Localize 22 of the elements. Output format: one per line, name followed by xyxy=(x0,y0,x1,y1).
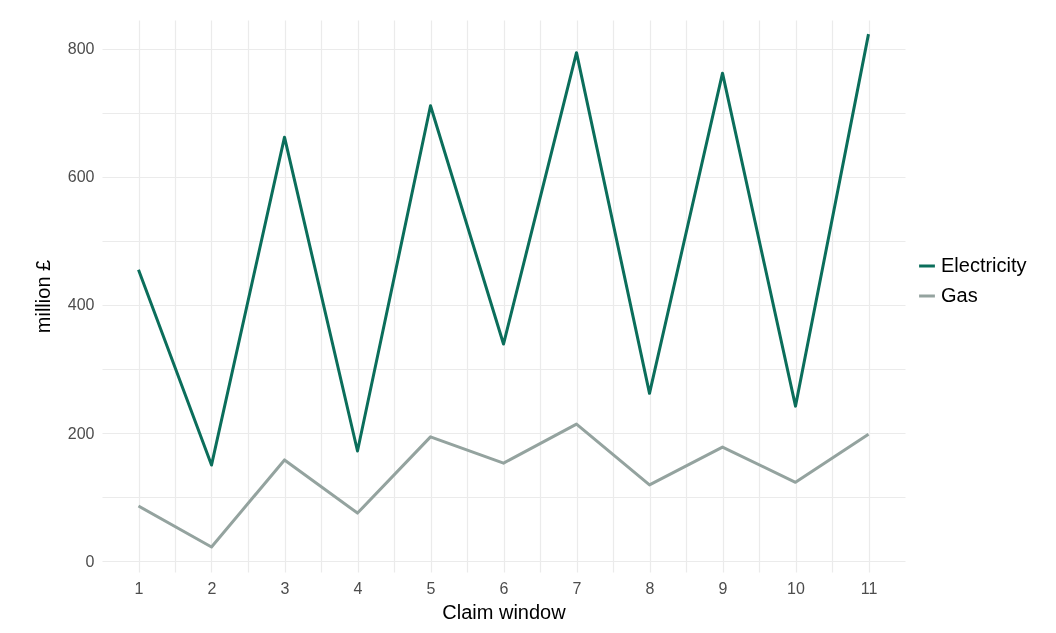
y-tick-label: 200 xyxy=(67,424,95,442)
x-tick-label: 2 xyxy=(207,579,217,597)
x-axis-title: Claim window xyxy=(442,600,567,623)
x-tick-label: 5 xyxy=(426,579,436,597)
x-tick-label: 11 xyxy=(860,579,878,597)
y-axis-title: million £ xyxy=(31,259,54,334)
line-series xyxy=(137,32,870,467)
x-tick-label: 9 xyxy=(718,579,728,597)
x-tick-label: 6 xyxy=(499,579,509,597)
x-tick-label: 4 xyxy=(353,579,363,597)
y-tick-label: 0 xyxy=(85,552,95,570)
legend-label: Gas xyxy=(941,284,978,306)
y-tick-label: 600 xyxy=(67,168,95,186)
x-tick-label: 10 xyxy=(787,579,805,597)
x-tick-label: 3 xyxy=(280,579,290,597)
x-tick-label: 7 xyxy=(572,579,582,597)
x-tick-label: 8 xyxy=(645,579,655,597)
x-tick-label: 1 xyxy=(134,579,144,597)
line-series xyxy=(137,422,870,549)
legend-label: Electricity xyxy=(941,254,1027,276)
y-tick-label: 400 xyxy=(67,296,95,314)
y-tick-label: 800 xyxy=(67,40,95,58)
